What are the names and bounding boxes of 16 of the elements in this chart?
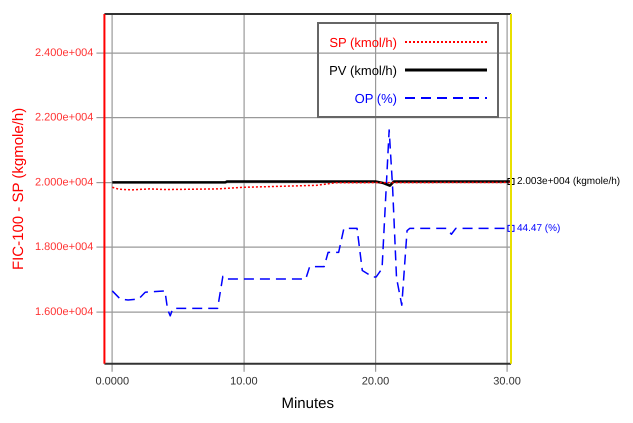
y-tick-label: 1.600e+004: [35, 306, 94, 318]
x-tick-label: 0.0000: [95, 375, 130, 388]
text: PV (kmol/h): [329, 62, 397, 78]
y-tick-label: 2.200e+004: [35, 112, 94, 124]
y-axis-title: FIC-100 - SP (kgmole/h): [10, 108, 28, 270]
x-tick-label: 10.00: [230, 375, 258, 388]
y-tick-label: 2.400e+004: [35, 46, 94, 59]
x-axis-title: Minutes: [281, 395, 334, 412]
series-label: OP (%): [354, 90, 397, 106]
y-tick-label: 2.000e+004: [35, 176, 94, 188]
annotation: 2.003e+004 (kgmole/h): [517, 176, 620, 188]
x-tick-label: 20.00: [362, 375, 390, 388]
x-tick-label: 30.00: [493, 375, 521, 388]
text: SP (kmol/h): [329, 34, 397, 50]
annotation: 44.47 (%): [517, 223, 560, 234]
y-tick-label: 1.800e+004: [35, 241, 94, 254]
